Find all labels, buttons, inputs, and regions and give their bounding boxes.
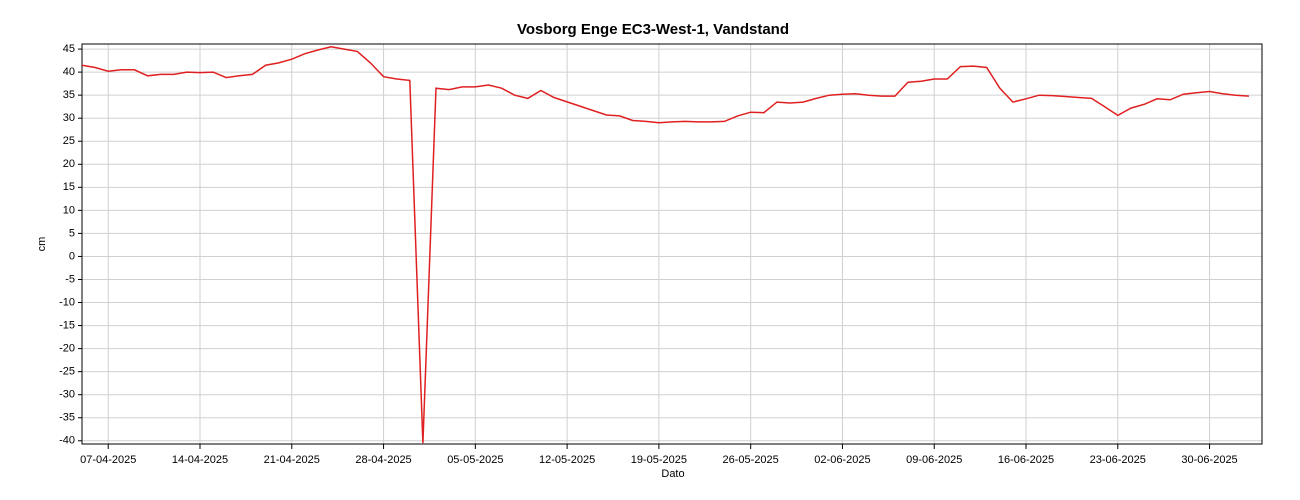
y-tick-label: -30 [59, 389, 75, 401]
y-tick-label: -40 [59, 435, 75, 447]
y-tick-label: 35 [63, 89, 75, 101]
x-axis-label: Dato [661, 468, 684, 480]
y-tick-label: -35 [59, 412, 75, 424]
x-tick-label: 30-06-2025 [1181, 454, 1237, 466]
x-tick-label: 28-04-2025 [355, 454, 411, 466]
x-tick-label: 02-06-2025 [814, 454, 870, 466]
x-tick-label: 14-04-2025 [172, 454, 228, 466]
y-tick-label: 15 [63, 181, 75, 193]
data-line [81, 46, 1249, 444]
y-tick-label: 0 [69, 250, 75, 262]
y-tick-label: 30 [63, 112, 75, 124]
y-tick-label: 10 [63, 204, 75, 216]
x-tick-label: 07-04-2025 [80, 454, 136, 466]
x-tick-label: 26-05-2025 [723, 454, 779, 466]
plot-frame [81, 43, 1263, 445]
x-tick-label: 12-05-2025 [539, 454, 595, 466]
y-tick-label: 20 [63, 158, 75, 170]
chart-title: Vosborg Enge EC3-West-1, Vandstand [517, 21, 789, 38]
y-tick-label: 25 [63, 135, 75, 147]
x-tick-label: 19-05-2025 [631, 454, 687, 466]
x-tick-label: 21-04-2025 [264, 454, 320, 466]
x-tick-label: 16-06-2025 [998, 454, 1054, 466]
y-tick-label: -15 [59, 319, 75, 331]
x-tick-label: 05-05-2025 [447, 454, 503, 466]
y-tick-label: 45 [63, 43, 75, 55]
y-tick-label: -20 [59, 343, 75, 355]
y-tick-label: -25 [59, 366, 75, 378]
x-tick-label: 23-06-2025 [1090, 454, 1146, 466]
y-tick-label: -5 [65, 273, 75, 285]
y-tick-label: 40 [63, 66, 75, 78]
y-tick-label: 5 [69, 227, 75, 239]
y-tick-label: -10 [59, 296, 75, 308]
x-tick-label: 09-06-2025 [906, 454, 962, 466]
y-axis-label: cm [36, 237, 48, 252]
